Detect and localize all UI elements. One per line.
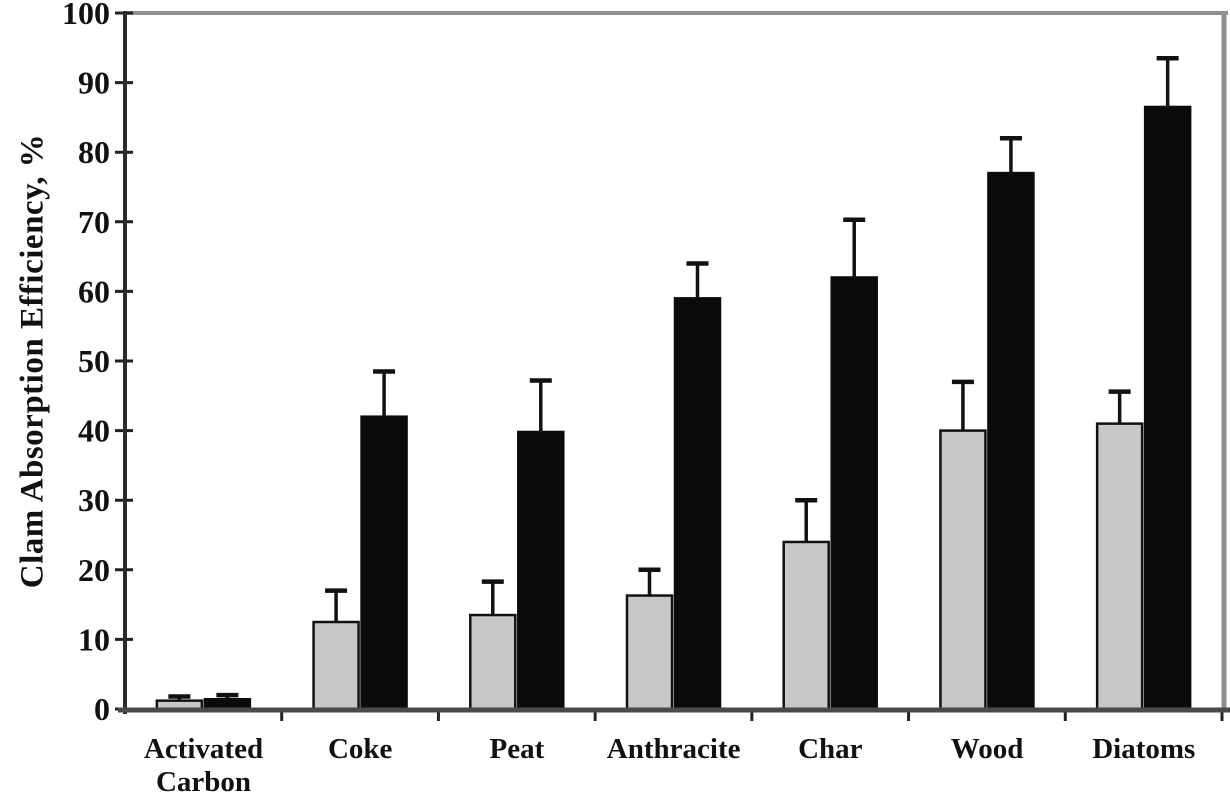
bar-gray-bars-coke	[312, 620, 360, 711]
bar-black-bars-diatoms	[1143, 105, 1192, 711]
y-tick-label: 90	[78, 65, 110, 101]
y-tick-label: 50	[78, 343, 110, 379]
bar-black-bars-anthracite	[673, 297, 722, 711]
bar-gray-bars-anthracite	[625, 594, 674, 711]
y-tick-label: 60	[78, 273, 110, 309]
bar-gray-bars-char	[782, 540, 830, 711]
y-tick-label: 70	[78, 204, 110, 240]
y-tick-label: 30	[78, 482, 110, 518]
y-tick-label: 20	[78, 552, 110, 588]
y-tick-label: 40	[78, 413, 110, 449]
y-tick-label: 80	[78, 134, 110, 170]
bar-gray-bars-diatoms	[1095, 422, 1144, 711]
y-tick-label: 10	[78, 621, 110, 657]
bar-black-bars-coke	[360, 415, 408, 711]
bar-gray-bars-peat	[469, 613, 517, 711]
bar-black-bars-peat	[517, 430, 565, 711]
y-tick-label: 0	[94, 691, 110, 727]
bar-black-bars-wood	[987, 171, 1035, 711]
y-tick-label: 100	[62, 0, 110, 31]
y-axis-title: Clam Absorption Efficiency, %	[14, 133, 51, 589]
bar-black-bars-char	[830, 276, 878, 711]
bar-gray-bars-wood	[939, 429, 987, 711]
